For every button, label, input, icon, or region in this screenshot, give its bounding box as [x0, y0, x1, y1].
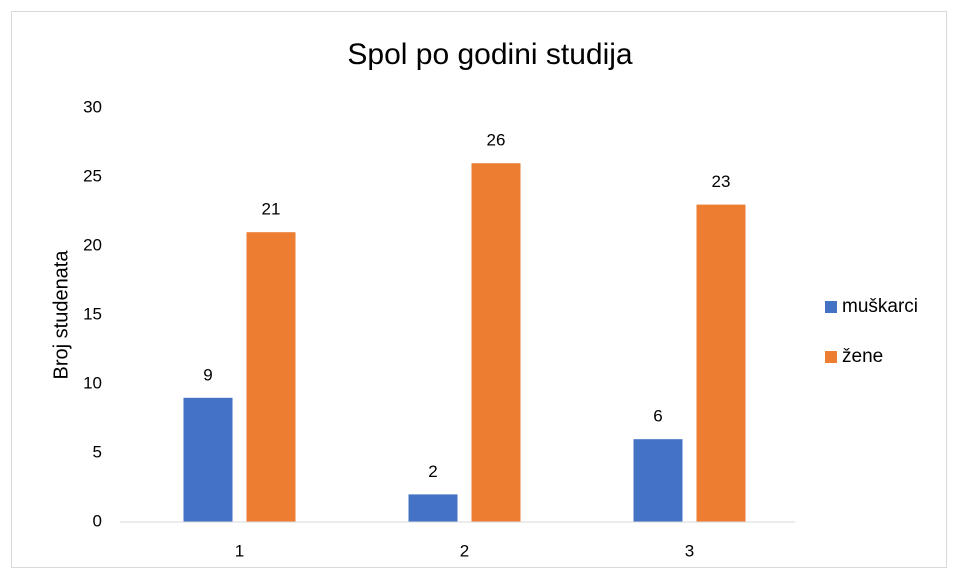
legend-label: žene — [842, 346, 883, 367]
x-tick-label: 2 — [460, 541, 469, 560]
y-tick-label: 0 — [93, 511, 102, 530]
y-tick-label: 15 — [83, 304, 102, 323]
bar — [246, 232, 296, 522]
y-tick-label: 5 — [93, 442, 102, 461]
x-tick-label: 1 — [235, 541, 244, 560]
data-label: 26 — [487, 131, 506, 150]
legend-swatch — [825, 351, 837, 363]
y-tick-label: 20 — [83, 235, 102, 254]
legend-label: muškarci — [842, 296, 918, 317]
bar — [471, 163, 521, 522]
bar — [633, 439, 683, 522]
y-axis-label: Broj studenata — [50, 250, 72, 380]
chart-title: Spol po godini studija — [347, 38, 633, 71]
y-tick-label: 30 — [83, 97, 102, 116]
bar — [408, 494, 458, 522]
data-label: 2 — [428, 462, 437, 481]
data-label: 23 — [712, 172, 731, 191]
x-tick-label: 3 — [685, 541, 694, 560]
data-label: 6 — [653, 407, 662, 426]
y-tick-label: 10 — [83, 373, 102, 392]
data-label: 9 — [203, 365, 212, 384]
data-label: 21 — [262, 200, 281, 219]
bar — [696, 204, 746, 522]
bar — [183, 397, 233, 522]
legend-swatch — [825, 301, 837, 313]
y-tick-label: 25 — [83, 166, 102, 185]
